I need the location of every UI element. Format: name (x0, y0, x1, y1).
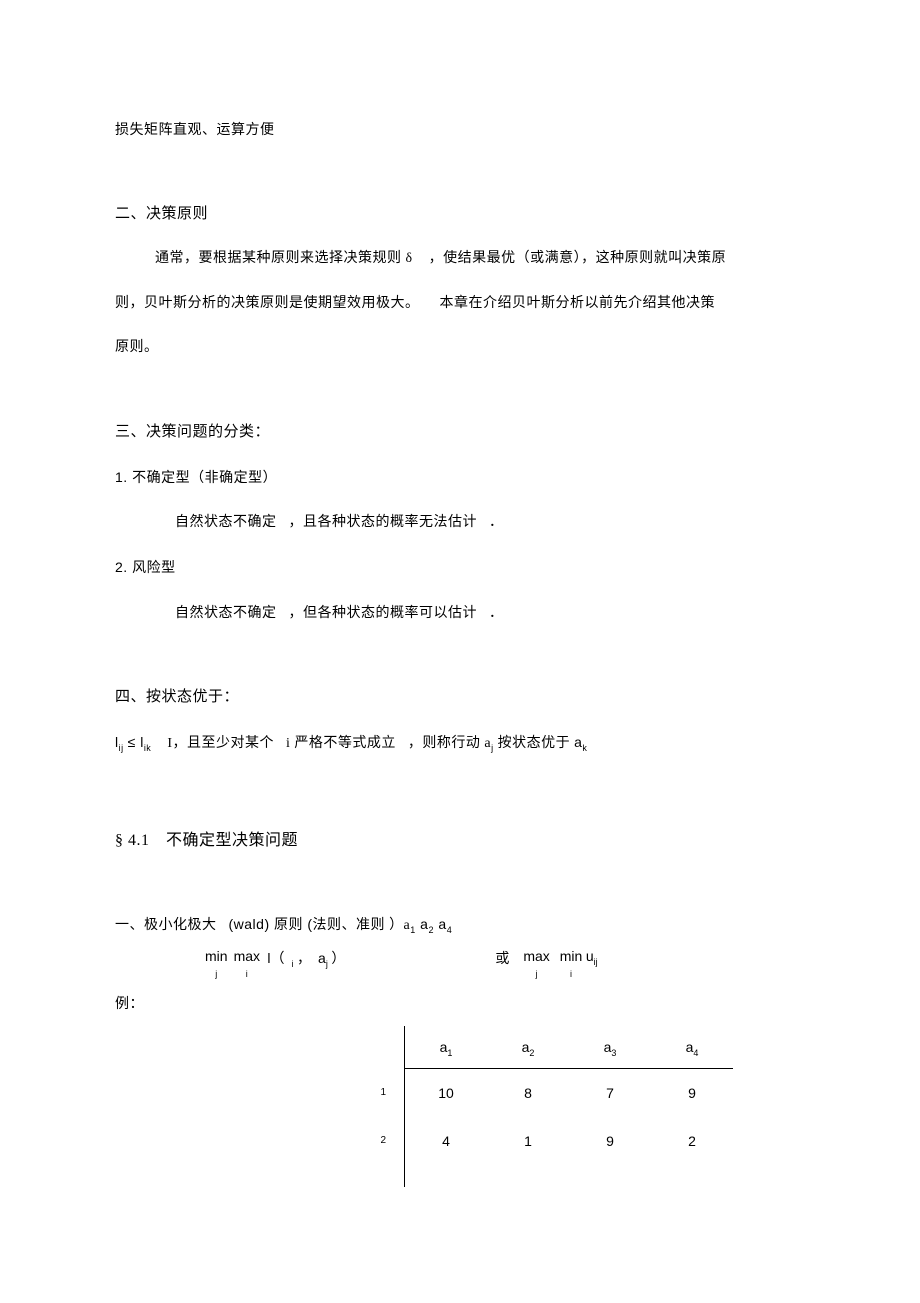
table-row: 1 10 8 7 9 (325, 1068, 733, 1117)
text: j (326, 958, 328, 968)
section-4-1-title: § 4.1 不确定型决策问题 (115, 828, 805, 854)
max-operator: max i (234, 948, 260, 982)
table-cell: 1 (487, 1117, 569, 1165)
table-row-stub (325, 1165, 733, 1187)
table-header: a4 (651, 1026, 733, 1069)
subscript: 3 (611, 1048, 616, 1058)
subscript: ij (119, 743, 124, 753)
loss-function: l（ i ， aj ） (260, 948, 345, 968)
table-cell: 9 (651, 1068, 733, 1117)
row-label: 1 (325, 1068, 405, 1117)
or-text: 或 (495, 948, 509, 968)
table-cell: 4 (405, 1117, 488, 1165)
text: min (560, 948, 583, 964)
text: (wald) 原则 (法则、准则 (229, 916, 386, 932)
table-header: a3 (569, 1026, 651, 1069)
text: u (586, 948, 594, 964)
utility-term: uij (582, 948, 597, 966)
text: i (246, 969, 248, 979)
text: I，且至少对某个 (167, 736, 274, 751)
section-2-title: 二、决策原则 (115, 202, 805, 226)
table-cell: 2 (651, 1117, 733, 1165)
minimax-formula: min j max i l（ i ， aj ） 或 max j min i ui… (115, 948, 805, 982)
section-3-item-1-desc: 自然状态不确定 ，且各种状态的概率无法估计 ． (115, 512, 805, 534)
min-operator: min j (205, 948, 228, 982)
section-3-item-2: 2. 风险型 (115, 556, 805, 580)
text: 通常，要根据某种原则来选择决策规则 δ (155, 251, 413, 266)
text: ，但各种状态的概率可以估计 (289, 606, 478, 621)
text: 按状态优于 (498, 736, 571, 751)
text: 自然状态不确定 (175, 515, 277, 530)
section-2-para-line3: 原则。 (115, 337, 805, 359)
text: ，且各种状态的概率无法估计 (289, 515, 478, 530)
text: j (215, 969, 217, 979)
text: l（ (264, 950, 285, 966)
text: i 严格不等式成立 (286, 736, 396, 751)
text: a (416, 916, 429, 932)
subscript: 1 (447, 1048, 452, 1058)
table-header: a2 (487, 1026, 569, 1069)
text: ） (331, 952, 345, 967)
section-4-inequality: lij ≤ lik I，且至少对某个 i 严格不等式成立 ，则称行动 aj 按状… (115, 731, 805, 755)
text: ）a (389, 918, 410, 933)
table-header: a1 (405, 1026, 488, 1069)
table-cell-empty (405, 1165, 488, 1187)
table-header-row: a1 a2 a3 a4 (325, 1026, 733, 1069)
subscript: ik (144, 743, 152, 753)
text: a (434, 916, 447, 932)
row-label: 2 (325, 1117, 405, 1165)
subscript: 2 (529, 1048, 534, 1058)
text: 则，贝叶斯分析的决策原则是使期望效用极大。 (115, 296, 420, 311)
text: 本章在介绍贝叶斯分析以前先介绍其他决策 (440, 296, 716, 311)
text: 2. 风险型 (115, 559, 176, 575)
section-3-item-1: 1. 不确定型（非确定型） (115, 466, 805, 490)
text: max (523, 948, 549, 964)
text: ≤ l (128, 734, 144, 750)
section-3-title: 三、决策问题的分类： (115, 420, 805, 444)
table-corner (325, 1026, 405, 1069)
table-cell: 9 (569, 1117, 651, 1165)
section-2-para-line1: 通常，要根据某种原则来选择决策规则 δ ，使结果最优（或满意），这种原则就叫决策… (115, 248, 805, 270)
row-label-empty (325, 1165, 405, 1187)
table-cell: 8 (487, 1068, 569, 1117)
section-3-item-2-desc: 自然状态不确定 ，但各种状态的概率可以估计 ． (115, 603, 805, 625)
text: max (234, 948, 260, 964)
paragraph-loss-matrix: 损失矩阵直观、运算方便 (115, 120, 805, 142)
subscript: k (582, 743, 587, 753)
text: j (536, 969, 538, 979)
text: 1. 不确定型（非确定型） (115, 469, 277, 485)
example-label: 例： (115, 994, 805, 1016)
text: ，使结果最优（或满意），这种原则就叫决策原 (429, 251, 727, 266)
text: i (570, 969, 572, 979)
table-row: 2 4 1 9 2 (325, 1117, 733, 1165)
max-operator-2: max j (523, 948, 549, 982)
table-cell: 10 (405, 1068, 488, 1117)
text: min (205, 948, 228, 964)
subscript: 4 (447, 925, 453, 935)
text: 一、极小化极大 (115, 918, 217, 933)
text: ij (594, 956, 598, 966)
section-4-title: 四、按状态优于： (115, 685, 805, 709)
section-2-para-line2: 则，贝叶斯分析的决策原则是使期望效用极大。 本章在介绍贝叶斯分析以前先介绍其他决… (115, 293, 805, 315)
text: ． (489, 515, 504, 530)
text: ，则称行动 a (408, 736, 491, 751)
text: ． (489, 606, 504, 621)
payoff-table: a1 a2 a3 a4 1 10 8 7 9 2 4 1 9 2 (325, 1026, 805, 1187)
min-operator-2: min i (560, 948, 583, 982)
subscript: j (491, 743, 494, 753)
text: i (292, 958, 294, 968)
text: ， (297, 952, 311, 967)
text: 自然状态不确定 (175, 606, 277, 621)
subscript: 4 (693, 1048, 698, 1058)
text: a (318, 950, 326, 966)
method-1-title: 一、极小化极大 (wald) 原则 (法则、准则 ）a1 a2 a4 (115, 913, 805, 937)
table-cell: 7 (569, 1068, 651, 1117)
